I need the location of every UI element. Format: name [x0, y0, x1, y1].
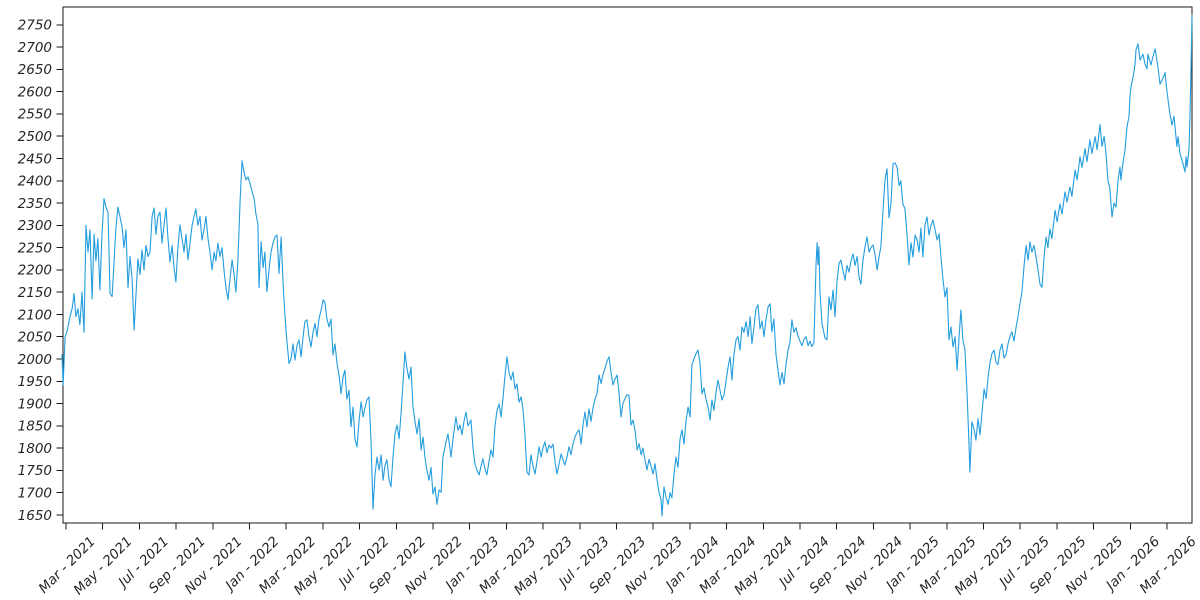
y-tick-label: 1650	[18, 508, 52, 524]
y-tick-label: 2000	[18, 352, 52, 368]
plot-frame	[62, 6, 1193, 524]
y-tick-label: 1800	[18, 441, 52, 457]
price-series-line	[61, 14, 1193, 517]
y-tick-label: 2450	[18, 151, 52, 167]
y-tick-label: 2300	[18, 218, 52, 234]
y-tick-label: 2650	[18, 62, 52, 78]
y-tick-label: 2200	[18, 263, 52, 279]
y-tick-label: 2100	[18, 307, 52, 323]
y-tick-label: 2150	[18, 285, 52, 301]
y-axis: 1650 1700 1750 1800 1850 1900 1950 2000 2050 2100…	[18, 18, 63, 524]
plot-border	[62, 6, 1193, 524]
y-tick-label: 2700	[18, 40, 52, 56]
y-tick-label: 2550	[18, 107, 52, 123]
y-tick-label: 2050	[18, 330, 52, 346]
y-tick-label: 2400	[18, 174, 52, 190]
y-tick-label: 1700	[18, 485, 52, 501]
y-tick-label: 2350	[18, 196, 52, 212]
y-tick-label: 2750	[18, 18, 52, 34]
y-tick-label: 2500	[18, 129, 52, 145]
y-tick-label: 1750	[18, 463, 52, 479]
y-tick-label: 2600	[18, 84, 52, 100]
y-tick-label: 2250	[18, 240, 52, 256]
y-tick-label: 1850	[18, 419, 52, 435]
y-tick-label: 1900	[18, 396, 52, 412]
price-line	[61, 14, 1193, 517]
y-tick-label: 1950	[18, 374, 52, 390]
